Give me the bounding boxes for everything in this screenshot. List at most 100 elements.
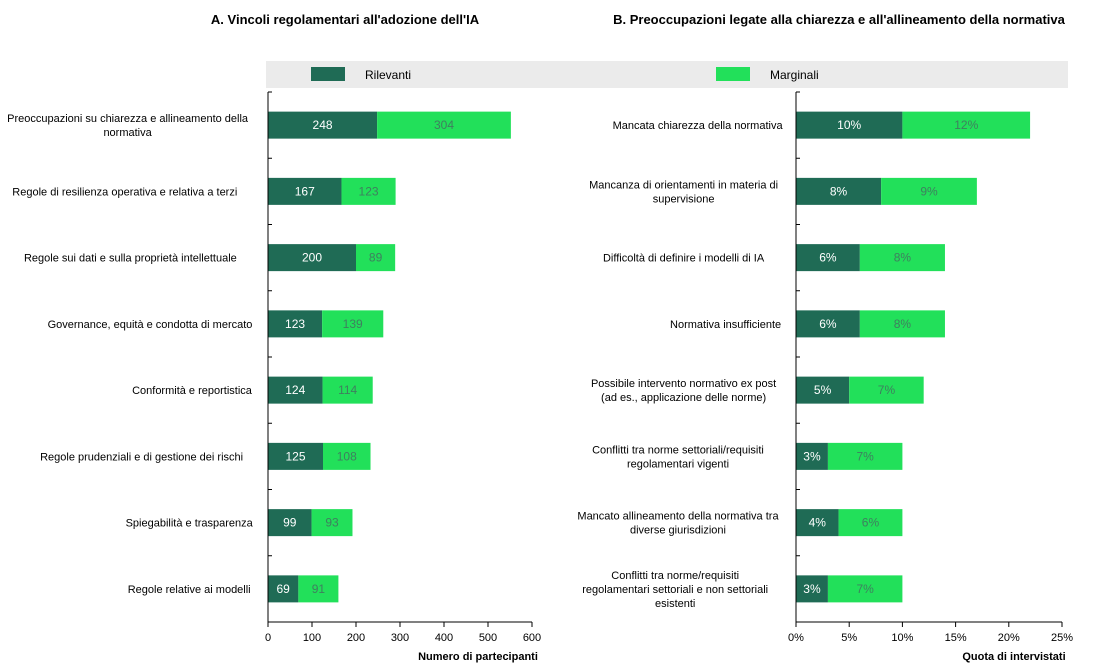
panel-a-bar-rilevanti: [268, 575, 299, 603]
panel-b-category-label: Difficoltà di definire i modelli di IA: [603, 253, 765, 265]
panel-b-data-label: 6%: [819, 317, 837, 331]
panel-b-bar-marginali: [827, 442, 903, 470]
panel-a-bar-rilevanti: [268, 442, 323, 470]
panel-a-bar-marginali: [322, 376, 373, 404]
panel-b-data-label: 7%: [856, 582, 874, 596]
panel-b-bar-rilevanti: [796, 177, 882, 205]
panel-b: Mancata chiarezza della normativa Mancanz…: [577, 91, 1073, 663]
legend-swatch-marginali: [716, 67, 750, 81]
panel-a-category-label: Conformità e reportistica: [132, 385, 253, 397]
panel-a-axes: 0 100 200 300 400 500 600: [265, 91, 541, 644]
panel-a-bar-marginali: [298, 575, 339, 603]
panel-b-category-label: Mancato allineamento della normativa tra…: [577, 511, 779, 537]
panel-b-bar-marginali: [859, 310, 945, 338]
panel-a-data-label: 124: [285, 383, 305, 397]
panel-a-data-label: 123: [285, 317, 305, 331]
panel-a-bar-marginali: [356, 244, 396, 272]
panel-b-category-label: Normativa insufficiente: [670, 319, 781, 331]
panel-a-category-label: Preoccupazioni su chiarezza e allineamen…: [7, 113, 249, 139]
panel-b-data-label: 5%: [814, 383, 832, 397]
panel-a-data-label: 248: [313, 118, 333, 132]
panel-b-data-label: 12%: [954, 118, 978, 132]
panel-a-data-label: 89: [369, 251, 383, 265]
panel-b-x-axis-label: Quota di intervistati: [962, 651, 1065, 663]
panel-a-category-label: Spiegabilità e trasparenza: [126, 518, 254, 530]
panel-b-data-label: 8%: [894, 251, 912, 265]
panel-a-data-label: 99: [283, 516, 297, 530]
panel-a-data-label: 91: [312, 582, 326, 596]
panel-a-data-label: 200: [302, 251, 322, 265]
panel-b-data-label: 10%: [837, 118, 861, 132]
panel-b-data-label: 8%: [830, 184, 848, 198]
panel-a-data-label: 114: [338, 383, 357, 397]
panel-b-category-label: Possibile intervento normativo ex post (a…: [591, 378, 776, 404]
panel-b-axes: 0% 5% 10% 15% 20% 25%: [788, 91, 1073, 644]
panel-a-x-tick-label: 600: [523, 632, 541, 644]
panel-b-data-label: 3%: [803, 582, 821, 596]
panel-a-data-label: 125: [285, 449, 305, 463]
panel-b-data-label: 3%: [803, 449, 821, 463]
panel-a-bar-marginali: [323, 442, 371, 470]
panel-a-bar-rilevanti: [268, 310, 323, 338]
panel-a-x-axis-label: Numero di partecipanti: [418, 651, 538, 663]
panel-a-data-label: 69: [277, 582, 291, 596]
panel-a-bar-marginali: [377, 111, 511, 139]
panel-a-data-label: 108: [337, 449, 357, 463]
panel-b-data-label: 6%: [819, 251, 837, 265]
panel-b-bar-rilevanti: [796, 111, 903, 139]
panel-b-category-label: Conflitti tra norme settoriali/requisiti…: [592, 444, 764, 470]
panel-a-x-tick-label: 100: [303, 632, 321, 644]
panel-b-x-tick-label: 5%: [841, 632, 857, 644]
panel-a-data-label: 139: [343, 317, 363, 331]
panel-a-category-label: Regole di resilienza operativa e relativ…: [12, 186, 237, 198]
panel-b-bars: 10% 12% 8% 9% 6% 8% 6% 8% 5% 7% 3% 7% 4% 6% 3% 7%: [796, 111, 1031, 603]
panel-a-data-label: 304: [434, 118, 454, 132]
panel-b-data-label: 4%: [809, 516, 827, 530]
panel-a-x-tick-label: 500: [479, 632, 497, 644]
panel-a-bar-rilevanti: [268, 509, 312, 537]
panel-b-bar-marginali: [902, 111, 1031, 139]
panel-a-bar-rilevanti: [268, 111, 378, 139]
panel-b-category-labels: Mancata chiarezza della normativa Mancanz…: [577, 120, 783, 610]
legend-label-marginali: Marginali: [770, 68, 819, 82]
panel-b-bar-marginali: [881, 177, 977, 205]
panel-a-category-label: Regole relative ai modelli: [128, 584, 251, 596]
panel-b-bar-rilevanti: [796, 244, 860, 272]
panel-a-data-label: 167: [295, 184, 315, 198]
legend-label-rilevanti: Rilevanti: [365, 68, 411, 82]
panel-b-data-label: 6%: [862, 516, 880, 530]
legend-band: [266, 61, 1068, 88]
panel-b-category-label: Mancata chiarezza della normativa: [613, 120, 784, 132]
panel-b-x-tick-label: 25%: [1051, 632, 1073, 644]
panel-b-bar-rilevanti: [796, 442, 828, 470]
panel-a-category-label: Regole sui dati e sulla proprietà intell…: [24, 253, 237, 265]
panel-a-bar-marginali: [341, 177, 396, 205]
panel-b-data-label: 7%: [878, 383, 896, 397]
panel-b-x-tick-label: 20%: [998, 632, 1020, 644]
panel-a-x-tick-label: 300: [391, 632, 409, 644]
panel-a-bars: 248 304 167 123 200 89 123 139 124 114 125 108 99 93 6…: [268, 111, 511, 603]
panel-b-title: B. Preoccupazioni legate alla chiarezza …: [613, 12, 1066, 27]
panel-a-x-tick-label: 200: [347, 632, 365, 644]
panel-b-x-tick-label: 15%: [945, 632, 967, 644]
panel-b-bar-marginali: [838, 509, 903, 537]
panel-b-bar-rilevanti: [796, 376, 850, 404]
panel-b-bar-marginali: [859, 244, 945, 272]
panel-b-bar-rilevanti: [796, 310, 860, 338]
panel-a-bar-marginali: [311, 509, 353, 537]
legend-swatch-rilevanti: [311, 67, 345, 81]
panel-a-bar-rilevanti: [268, 376, 323, 404]
panel-b-category-label: Conflitti tra norme/requisiti regolamenta…: [582, 570, 768, 610]
panel-b-bar-marginali: [827, 575, 903, 603]
panel-b-x-tick-label: 0%: [788, 632, 804, 644]
panel-b-data-label: 8%: [894, 317, 912, 331]
panel-a-data-label: 123: [359, 184, 379, 198]
panel-a-x-tick-label: 0: [265, 632, 271, 644]
panel-b-x-tick-label: 10%: [891, 632, 913, 644]
panel-a-title: A. Vincoli regolamentari all'adozione de…: [211, 12, 480, 27]
panel-a-data-label: 93: [325, 516, 339, 530]
panel-b-data-label: 7%: [856, 449, 874, 463]
panel-b-category-label: Mancanza di orientamenti in materia di su…: [589, 179, 778, 205]
panel-a-bar-rilevanti: [268, 244, 356, 272]
